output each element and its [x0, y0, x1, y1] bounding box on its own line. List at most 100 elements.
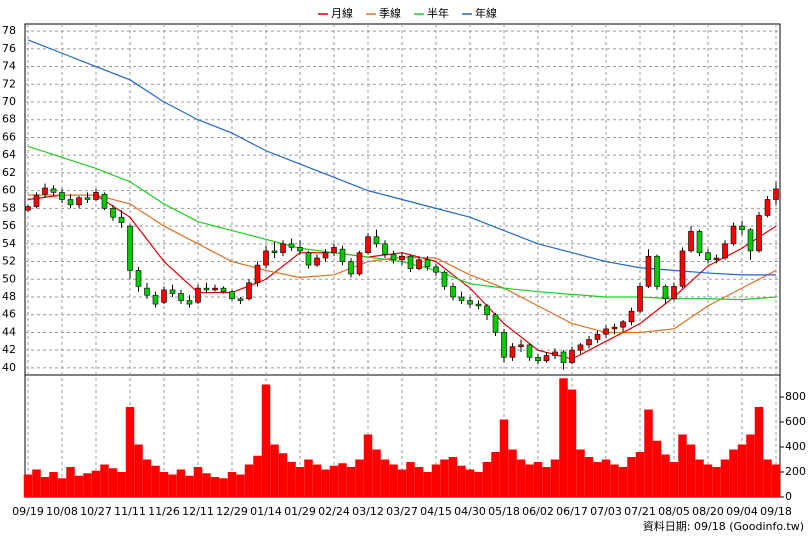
- volume-bar: [406, 462, 415, 497]
- candle-body: [586, 339, 592, 346]
- candle-body: [441, 271, 448, 287]
- candle-body: [518, 344, 524, 347]
- volume-bar: [601, 459, 611, 497]
- candle-body: [739, 225, 745, 230]
- candle-body: [297, 247, 303, 252]
- candle-body: [654, 255, 660, 287]
- volume-bar: [533, 462, 543, 497]
- candle-body: [59, 192, 65, 200]
- candle-body: [280, 243, 286, 253]
- y-tick-label: 48: [2, 290, 16, 303]
- volume-bar: [372, 449, 381, 497]
- candle-body: [458, 296, 465, 301]
- candle-body: [42, 187, 48, 195]
- candle-body: [390, 254, 397, 261]
- candle-body: [331, 247, 337, 253]
- volume-bar: [23, 474, 33, 497]
- volume-bar: [652, 440, 662, 497]
- volume-bar: [227, 472, 237, 497]
- volume-bar: [168, 474, 177, 497]
- y-tick-label: 72: [2, 77, 16, 90]
- volume-bar: [508, 449, 517, 497]
- candle-body: [543, 355, 550, 362]
- volume-bar: [593, 462, 602, 497]
- candle-body: [25, 206, 31, 211]
- volume-bar: [754, 407, 764, 497]
- candle-body: [356, 252, 363, 275]
- candle-body: [203, 287, 210, 291]
- volume-bar: [703, 464, 713, 497]
- y2-tick-label: 200: [785, 465, 806, 478]
- volume-bar: [338, 463, 347, 497]
- volume-bar: [695, 459, 704, 497]
- volume-bar: [202, 473, 211, 497]
- x-tick-label: 03/27: [386, 505, 418, 518]
- volume-bar: [100, 464, 109, 497]
- x-tick-label: 04/30: [454, 505, 486, 518]
- volume-bar: [584, 457, 594, 497]
- y-tick-label: 56: [2, 219, 16, 232]
- candle-body: [645, 255, 652, 287]
- candle-body: [450, 286, 456, 298]
- x-tick-label: 06/17: [556, 505, 588, 518]
- candle-body: [348, 261, 354, 275]
- x-tick-label: 07/21: [624, 505, 656, 518]
- x-tick-label: 06/02: [522, 505, 554, 518]
- volume-bar: [482, 462, 492, 497]
- candle-body: [161, 289, 167, 303]
- candle-body: [603, 328, 609, 335]
- x-tick-label: 09/04: [726, 505, 758, 518]
- volume-bar: [465, 469, 475, 497]
- legend-label: 半年: [427, 6, 449, 20]
- candle-body: [305, 252, 312, 266]
- candle-body: [195, 287, 201, 303]
- volume-bar: [321, 469, 330, 497]
- volume-bar: [499, 419, 509, 497]
- candle-body: [254, 264, 261, 284]
- y-tick-label: 76: [2, 42, 16, 55]
- volume-bar: [57, 478, 67, 497]
- candle-body: [713, 257, 720, 261]
- y2-tick-label: 600: [785, 415, 806, 428]
- x-tick-label: 11/26: [148, 505, 180, 518]
- volume-bar: [474, 472, 483, 497]
- candle-body: [747, 229, 754, 252]
- volume-bar: [610, 464, 619, 497]
- candle-body: [764, 199, 771, 216]
- legend-label: 月線: [331, 6, 353, 20]
- volume-bar: [644, 409, 653, 497]
- volume-bar: [525, 464, 534, 497]
- x-tick-label: 12/11: [182, 505, 214, 518]
- volume-bar: [363, 434, 373, 497]
- volume-bar: [134, 444, 143, 497]
- x-tick-label: 09/19: [12, 505, 44, 518]
- volume-bar: [397, 469, 407, 497]
- volume-bar: [253, 455, 262, 497]
- candle-body: [526, 344, 533, 358]
- volume-bar: [627, 457, 636, 497]
- y2-tick-label: 0: [785, 490, 792, 503]
- candle-body: [671, 286, 677, 300]
- volume-bar: [355, 459, 364, 497]
- y-tick-label: 60: [2, 184, 16, 197]
- candle-body: [229, 291, 235, 300]
- candle-body: [484, 305, 490, 316]
- y-tick-label: 78: [2, 24, 16, 37]
- candle-body: [637, 286, 643, 312]
- y-tick-label: 50: [2, 272, 16, 285]
- volume-bar: [236, 474, 245, 497]
- y2-tick-label: 800: [785, 390, 806, 403]
- candle-body: [620, 321, 626, 328]
- y-tick-label: 58: [2, 201, 16, 214]
- volume-bar: [32, 469, 41, 497]
- volume-bar: [49, 472, 58, 497]
- candle-body: [186, 300, 193, 305]
- volume-bar: [66, 467, 75, 497]
- candle-body: [467, 300, 473, 305]
- volume-bar: [329, 465, 339, 497]
- candle-body: [560, 351, 567, 363]
- x-tick-label: 02/24: [318, 505, 350, 518]
- volume-bar: [219, 478, 228, 497]
- volume-bar: [193, 467, 203, 497]
- candle-body: [399, 255, 405, 261]
